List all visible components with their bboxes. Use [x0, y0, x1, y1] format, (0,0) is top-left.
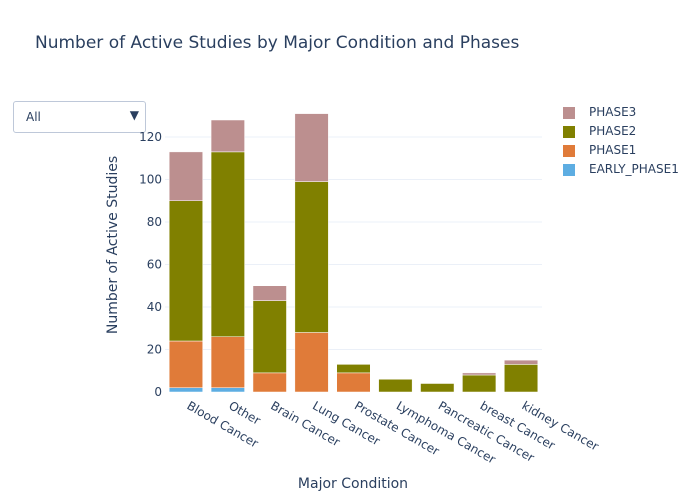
bar-phase2[interactable] [504, 364, 539, 393]
y-tick-label: 60 [147, 258, 162, 272]
bar-phase2[interactable] [252, 300, 287, 374]
bar-phase2[interactable] [462, 374, 497, 393]
condition-filter-dropdown[interactable]: All ▼ [13, 101, 146, 133]
bar-phase2[interactable] [168, 200, 203, 342]
x-tick-label: Blood Cancer [184, 398, 260, 450]
dropdown-selected-value: All [26, 110, 41, 124]
y-tick-label: 80 [147, 215, 162, 229]
legend-label: PHASE2 [589, 124, 637, 138]
y-tick-label: 40 [147, 300, 162, 314]
chart-title: Number of Active Studies by Major Condit… [35, 33, 520, 53]
y-tick-label: 120 [139, 130, 162, 144]
legend-item-phase3[interactable]: PHASE3 [560, 103, 690, 122]
bar-phase2[interactable] [294, 181, 329, 333]
bar-phase2[interactable] [420, 383, 455, 393]
bar-phase3[interactable] [168, 151, 203, 201]
x-axis-title: Major Condition [298, 476, 408, 492]
y-tick-labels: 0 20 40 60 80 100 120 [139, 130, 162, 399]
y-tick-label: 100 [139, 173, 162, 187]
legend-swatch [563, 107, 575, 119]
bar-phase1[interactable] [168, 340, 203, 388]
bar-phase3[interactable] [462, 372, 497, 376]
bar-phase1[interactable] [294, 332, 329, 393]
bar-phase3[interactable] [210, 119, 245, 153]
legend-swatch [563, 126, 575, 138]
legend-item-early-phase1[interactable]: EARLY_PHASE1 [560, 160, 690, 179]
bar-phase1[interactable] [252, 372, 287, 393]
bar-phase2[interactable] [378, 379, 413, 393]
legend-label: EARLY_PHASE1 [589, 162, 679, 176]
legend-item-phase2[interactable]: PHASE2 [560, 122, 690, 141]
bar-early-phase1[interactable] [168, 387, 203, 393]
bar-phase1[interactable] [210, 336, 245, 388]
legend: PHASE3 PHASE2 PHASE1 EARLY_PHASE1 [560, 103, 690, 179]
bar-phase2[interactable] [210, 151, 245, 337]
legend-swatch [563, 145, 575, 157]
bar-phase3[interactable] [294, 113, 329, 182]
bar-phase1[interactable] [336, 372, 371, 393]
legend-label: PHASE3 [589, 105, 637, 119]
y-axis-title: Number of Active Studies [105, 156, 121, 334]
legend-swatch [563, 164, 575, 176]
bar-early-phase1[interactable] [210, 387, 245, 393]
bars [168, 113, 539, 393]
bar-phase2[interactable] [336, 364, 371, 374]
y-tick-label: 0 [154, 385, 162, 399]
y-tick-label: 20 [147, 343, 162, 357]
legend-item-phase1[interactable]: PHASE1 [560, 141, 690, 160]
legend-label: PHASE1 [589, 143, 637, 157]
bar-phase3[interactable] [504, 359, 539, 365]
triangle-down-icon: ▼ [129, 108, 139, 122]
bar-phase3[interactable] [252, 285, 287, 301]
